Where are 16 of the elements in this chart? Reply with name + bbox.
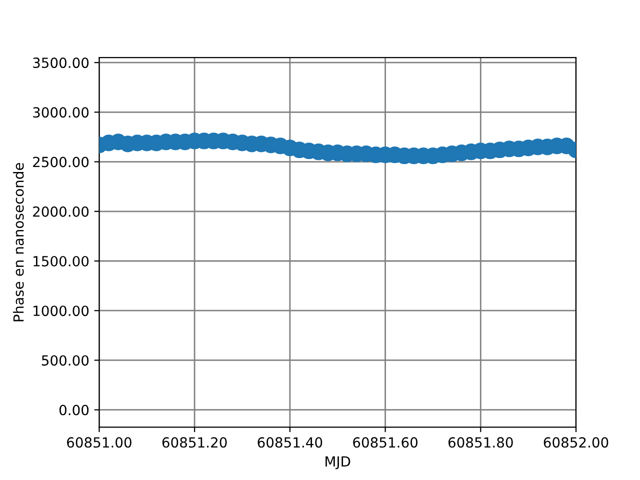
y-tick-label: 1500.00	[34, 256, 89, 266]
y-axis-title: Phase en nanoseconde	[13, 162, 24, 322]
x-tick-label: 60852.00	[544, 437, 608, 448]
x-tick-label: 60851.60	[353, 437, 418, 448]
y-tick-label: 1000.00	[34, 306, 89, 316]
y-tick-label: 3000.00	[33, 107, 89, 118]
x-tick-label: 60851.20	[162, 437, 227, 448]
x-axis-title: MJD	[326, 456, 350, 470]
y-tick-label: 2500.00	[33, 156, 89, 168]
x-tick-label: 60851.80	[448, 437, 513, 448]
y-tick-label: 2000.00	[33, 206, 89, 217]
y-tick-label: 0.00	[59, 404, 89, 416]
y-tick-label: 3500.00	[33, 58, 89, 68]
x-tick-label: 60851.40	[258, 437, 322, 448]
x-tick-label: 60851.00	[67, 437, 132, 448]
y-tick-label: 500.00	[42, 355, 89, 366]
